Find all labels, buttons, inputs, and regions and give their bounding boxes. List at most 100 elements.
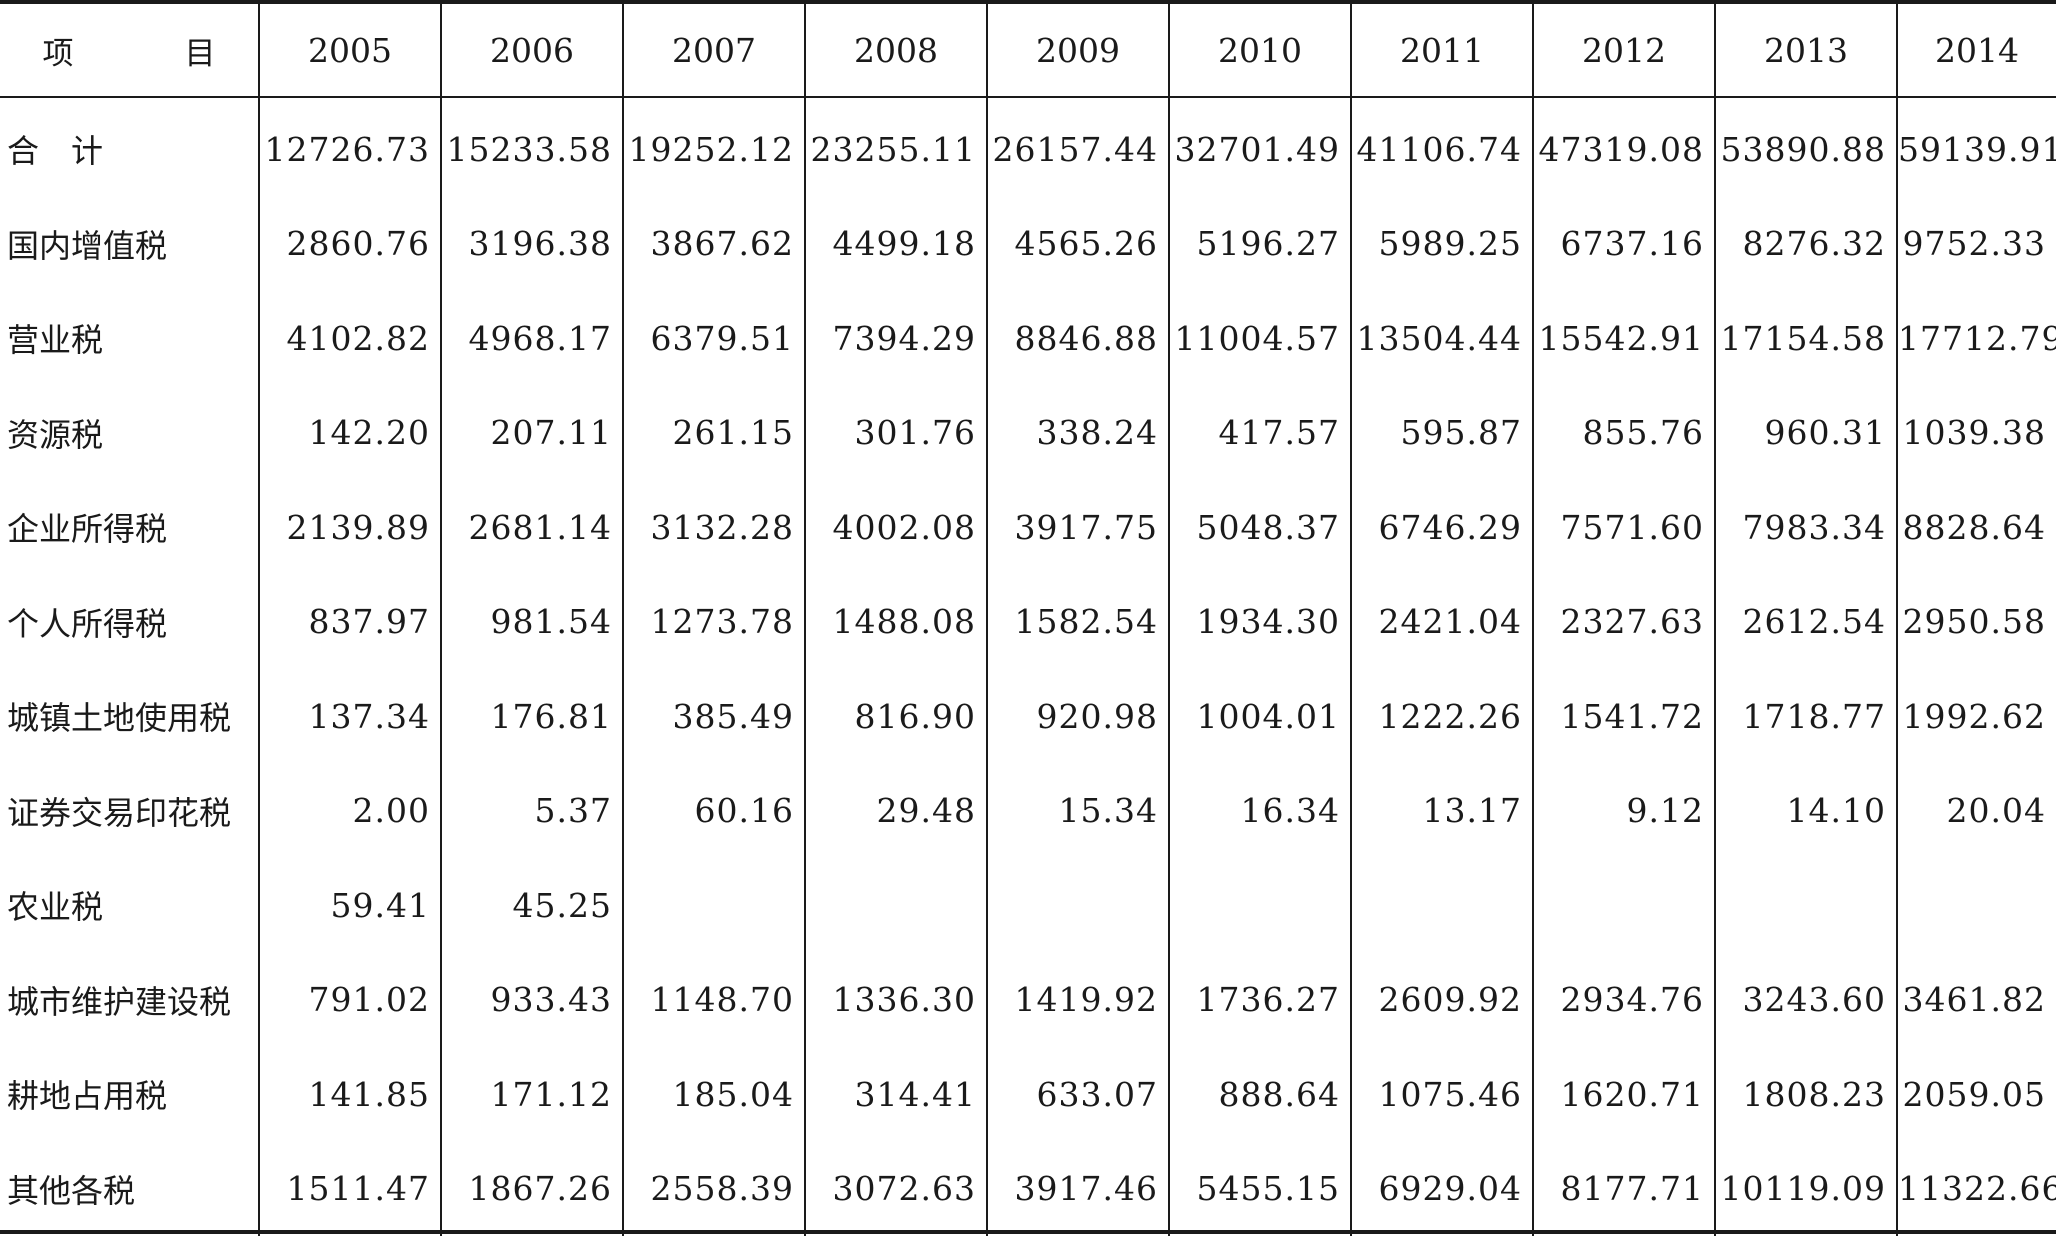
table-cell: 14.10 [1715, 764, 1897, 859]
table-cell: 11322.66 [1897, 1142, 2056, 1236]
row-label: 资源税 [0, 386, 259, 481]
table-cell: 60.16 [623, 764, 805, 859]
table-cell: 16.34 [1169, 764, 1351, 859]
table-cell: 2139.89 [259, 480, 441, 575]
table-cell: 417.57 [1169, 386, 1351, 481]
table-cell: 8846.88 [987, 291, 1169, 386]
table-cell: 1511.47 [259, 1142, 441, 1236]
table-cell: 15.34 [987, 764, 1169, 859]
header-year: 2007 [623, 4, 805, 97]
table-cell: 2327.63 [1533, 575, 1715, 670]
table-cell: 7394.29 [805, 291, 987, 386]
table-cell: 9752.33 [1897, 197, 2056, 292]
table-cell: 1488.08 [805, 575, 987, 670]
table-cell: 1718.77 [1715, 669, 1897, 764]
table-cell: 2558.39 [623, 1142, 805, 1236]
table-cell: 15542.91 [1533, 291, 1715, 386]
table-cell: 888.64 [1169, 1047, 1351, 1142]
table-cell: 23255.11 [805, 97, 987, 197]
table-cell: 1419.92 [987, 953, 1169, 1048]
table-cell: 5455.15 [1169, 1142, 1351, 1236]
table-cell: 920.98 [987, 669, 1169, 764]
table-cell: 8276.32 [1715, 197, 1897, 292]
table-cell: 261.15 [623, 386, 805, 481]
header-year: 2010 [1169, 4, 1351, 97]
table-cell: 3196.38 [441, 197, 623, 292]
table-cell: 1075.46 [1351, 1047, 1533, 1142]
header-year: 2012 [1533, 4, 1715, 97]
row-label: 其他各税 [0, 1142, 259, 1236]
table-cell [1169, 858, 1351, 953]
table-cell: 1039.38 [1897, 386, 2056, 481]
table-cell: 141.85 [259, 1047, 441, 1142]
table-cell: 26157.44 [987, 97, 1169, 197]
table-cell: 2950.58 [1897, 575, 2056, 670]
table-cell: 47319.08 [1533, 97, 1715, 197]
table-cell: 1808.23 [1715, 1047, 1897, 1142]
table-cell: 1541.72 [1533, 669, 1715, 764]
table-cell: 1222.26 [1351, 669, 1533, 764]
table-cell: 3132.28 [623, 480, 805, 575]
table-cell: 9.12 [1533, 764, 1715, 859]
table-cell: 41106.74 [1351, 97, 1533, 197]
table-cell: 1336.30 [805, 953, 987, 1048]
table-cell: 20.04 [1897, 764, 2056, 859]
table-cell: 2.00 [259, 764, 441, 859]
header-item-label: 项 目 [0, 4, 259, 97]
table-cell: 176.81 [441, 669, 623, 764]
table-cell: 13504.44 [1351, 291, 1533, 386]
table-cell [805, 858, 987, 953]
table-cell: 137.34 [259, 669, 441, 764]
table-cell: 4499.18 [805, 197, 987, 292]
table-cell: 45.25 [441, 858, 623, 953]
table-cell: 6379.51 [623, 291, 805, 386]
table-cell: 53890.88 [1715, 97, 1897, 197]
row-label: 农业税 [0, 858, 259, 953]
table-cell: 8177.71 [1533, 1142, 1715, 1236]
table-cell: 3243.60 [1715, 953, 1897, 1048]
header-year: 2014 [1897, 4, 2056, 97]
table-cell: 4102.82 [259, 291, 441, 386]
table-cell: 1004.01 [1169, 669, 1351, 764]
table-cell: 2681.14 [441, 480, 623, 575]
row-label: 企业所得税 [0, 480, 259, 575]
table-cell [623, 858, 805, 953]
table-cell: 29.48 [805, 764, 987, 859]
table-cell: 385.49 [623, 669, 805, 764]
table-cell: 1148.70 [623, 953, 805, 1048]
row-label: 国内增值税 [0, 197, 259, 292]
row-label: 城镇土地使用税 [0, 669, 259, 764]
table-cell: 3917.75 [987, 480, 1169, 575]
table-cell: 4968.17 [441, 291, 623, 386]
table-cell: 1867.26 [441, 1142, 623, 1236]
table-cell [1897, 858, 2056, 953]
table-cell: 19252.12 [623, 97, 805, 197]
table-cell: 2609.92 [1351, 953, 1533, 1048]
row-label: 营业税 [0, 291, 259, 386]
row-label: 证券交易印花税 [0, 764, 259, 859]
table-cell: 6746.29 [1351, 480, 1533, 575]
table-cell: 2612.54 [1715, 575, 1897, 670]
table-cell: 11004.57 [1169, 291, 1351, 386]
table-cell: 301.76 [805, 386, 987, 481]
table-cell [1715, 858, 1897, 953]
table-cell: 3867.62 [623, 197, 805, 292]
table-cell: 1992.62 [1897, 669, 2056, 764]
row-label: 合 计 [0, 97, 259, 197]
table-cell: 338.24 [987, 386, 1169, 481]
table-cell: 933.43 [441, 953, 623, 1048]
table-cell: 3072.63 [805, 1142, 987, 1236]
table-cell: 2059.05 [1897, 1047, 2056, 1142]
table-cell: 1582.54 [987, 575, 1169, 670]
table-cell: 59.41 [259, 858, 441, 953]
